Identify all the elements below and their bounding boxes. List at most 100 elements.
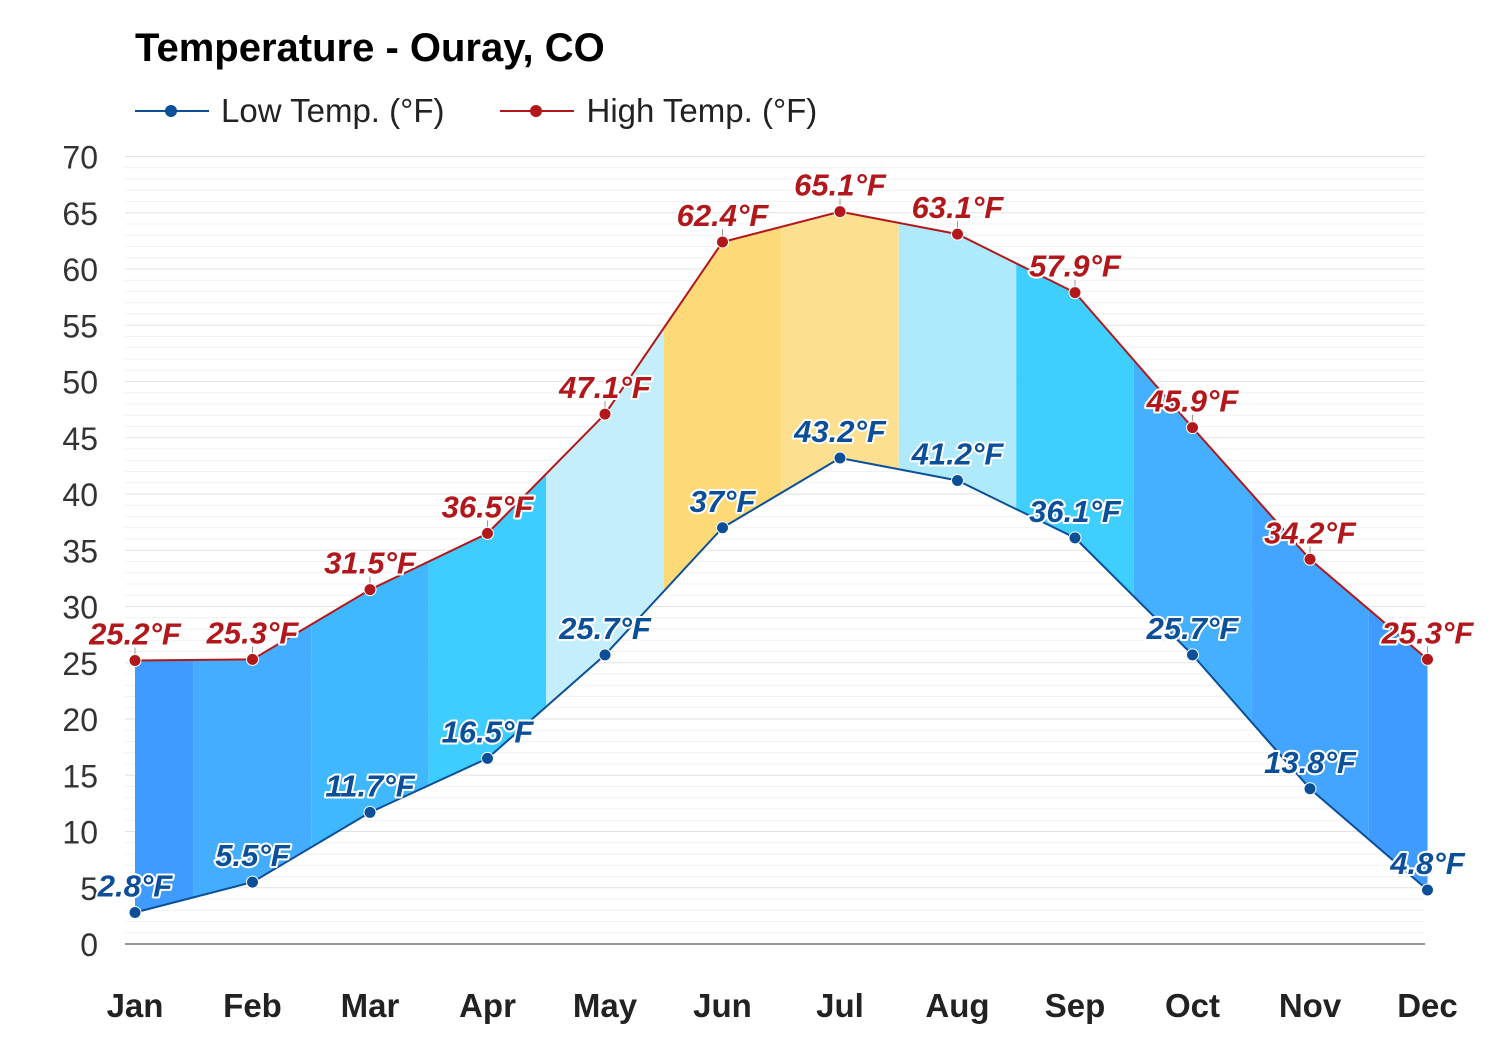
low-temp-point xyxy=(1303,782,1317,796)
low-temp-data-label: 5.5°F xyxy=(215,838,290,873)
high-temp-points xyxy=(128,205,1434,667)
low-temp-data-label: 11.7°F xyxy=(325,768,415,803)
band-sep xyxy=(1016,263,1134,597)
low-temp-point xyxy=(363,805,377,819)
low-temp-data-label: 36.1°F xyxy=(1029,494,1122,529)
high-temp-point xyxy=(598,407,612,421)
low-temp-point xyxy=(246,875,259,889)
high-temp-point xyxy=(1068,286,1082,300)
y-tick-label: 65 xyxy=(62,196,98,232)
legend-label-high: High Temp. (°F) xyxy=(586,92,818,129)
low-temp-point xyxy=(598,648,612,662)
y-axis-ticks: 0 5 10 15 20 25 30 35 40 45 50 55 60 65 70 xyxy=(62,140,98,964)
band-oct xyxy=(1133,360,1252,722)
band-aug xyxy=(898,222,1017,510)
x-tick-label: Jul xyxy=(816,987,864,1024)
temperature-bands xyxy=(135,211,1428,913)
low-temp-data-label: 41.2°F xyxy=(911,437,1005,472)
low-temp-point xyxy=(128,906,142,919)
y-tick-label: 35 xyxy=(62,533,98,569)
band-feb xyxy=(193,624,312,898)
low-temp-points xyxy=(128,451,1434,919)
high-temp-data-label: 57.9°F xyxy=(1029,249,1122,284)
band-may xyxy=(546,328,664,707)
x-tick-label: Jun xyxy=(693,987,752,1024)
x-tick-label: Oct xyxy=(1165,987,1220,1024)
low-temp-point xyxy=(1186,648,1199,662)
y-tick-label: 10 xyxy=(62,815,98,851)
high-temp-data-label: 31.5°F xyxy=(324,546,417,581)
y-tick-label: 70 xyxy=(62,140,98,176)
high-temp-data-label: 65.1°F xyxy=(794,168,887,203)
low-temp-data-label: 43.2°F xyxy=(793,414,887,449)
y-tick-label: 30 xyxy=(62,590,98,626)
high-temp-data-label: 47.1°F xyxy=(558,370,652,405)
low-temp-data-label: 2.8°F xyxy=(97,869,173,904)
high-temp-point xyxy=(128,654,142,667)
x-tick-label: Feb xyxy=(223,987,282,1024)
band-apr xyxy=(428,473,547,786)
low-temp-data-label: 16.5°F xyxy=(442,714,535,749)
low-temp-point xyxy=(1068,531,1082,545)
y-tick-label: 60 xyxy=(62,252,98,288)
low-temp-point xyxy=(481,751,494,765)
x-tick-label: Nov xyxy=(1279,987,1342,1024)
high-temp-data-label: 63.1°F xyxy=(912,190,1005,225)
high-temp-point xyxy=(481,526,494,540)
low-temp-point xyxy=(1421,883,1434,897)
x-tick-label: Aug xyxy=(925,987,989,1024)
high-temp-labels: 25.2°F 25.3°F 31.5°F 36.5°F 47.1°F 62.4°F 65.1… xyxy=(86,166,1476,654)
legend-item-high[interactable]: High Temp. (°F) xyxy=(500,92,817,130)
high-temp-data-label: 36.5°F xyxy=(442,489,535,524)
x-tick-label: Mar xyxy=(341,987,400,1024)
high-temp-point xyxy=(246,652,259,666)
band-jul xyxy=(781,211,899,493)
high-temp-point xyxy=(716,235,729,249)
band-mar xyxy=(311,561,429,848)
low-temp-data-label: 25.7°F xyxy=(558,611,652,646)
y-tick-label: 0 xyxy=(80,927,98,963)
low-temp-data-label: 4.8°F xyxy=(1389,846,1465,881)
legend-swatch-high xyxy=(500,101,575,121)
high-temp-line xyxy=(134,210,1429,662)
y-tick-label: 20 xyxy=(62,702,98,738)
chart-title: Temperature - Ouray, CO xyxy=(135,26,605,70)
high-temp-point xyxy=(1421,652,1434,666)
high-temp-point xyxy=(951,227,964,241)
low-temp-data-label: 37°F xyxy=(690,484,757,519)
x-tick-label: Apr xyxy=(459,987,516,1024)
band-nov xyxy=(1251,493,1369,840)
x-axis-ticks: Jan Feb Mar Apr May Jun Jul Aug Sep Oct Nov Dec xyxy=(107,987,1458,1024)
low-temp-line xyxy=(134,456,1429,914)
x-tick-label: Dec xyxy=(1397,987,1458,1024)
x-tick-label: Sep xyxy=(1045,987,1106,1024)
band-dec xyxy=(1368,609,1428,890)
high-temp-data-label: 34.2°F xyxy=(1264,515,1357,550)
band-jan xyxy=(135,659,194,913)
high-temp-point xyxy=(833,205,847,219)
y-tick-label: 25 xyxy=(62,646,98,682)
legend-item-low[interactable]: Low Temp. (°F) xyxy=(135,92,444,130)
high-temp-data-label: 25.3°F xyxy=(206,615,300,650)
high-temp-data-label: 25.2°F xyxy=(88,617,182,652)
low-temp-labels: 2.8°F 5.5°F 11.7°F 16.5°F 25.7°F 37°F 43.2°F 41… xyxy=(95,412,1468,906)
high-temp-point xyxy=(1186,421,1199,435)
high-temp-data-label: 62.4°F xyxy=(677,198,770,233)
y-tick-label: 5 xyxy=(80,871,98,907)
high-temp-point xyxy=(1303,552,1317,566)
chart-legend: Low Temp. (°F) High Temp. (°F) xyxy=(135,88,873,134)
low-temp-point xyxy=(716,521,729,535)
high-temp-data-label: 25.3°F xyxy=(1381,615,1475,650)
high-temp-point xyxy=(363,583,377,597)
legend-label-low: Low Temp. (°F) xyxy=(221,92,445,129)
x-tick-label: Jan xyxy=(107,987,164,1024)
high-temp-data-label: 45.9°F xyxy=(1146,384,1240,419)
y-tick-label: 45 xyxy=(62,421,98,457)
low-temp-point xyxy=(833,451,847,465)
low-temp-data-label: 25.7°F xyxy=(1146,611,1240,646)
y-tick-label: 40 xyxy=(62,477,98,513)
band-jun xyxy=(663,226,782,592)
y-tick-label: 50 xyxy=(62,365,98,401)
legend-swatch-low xyxy=(135,101,209,121)
